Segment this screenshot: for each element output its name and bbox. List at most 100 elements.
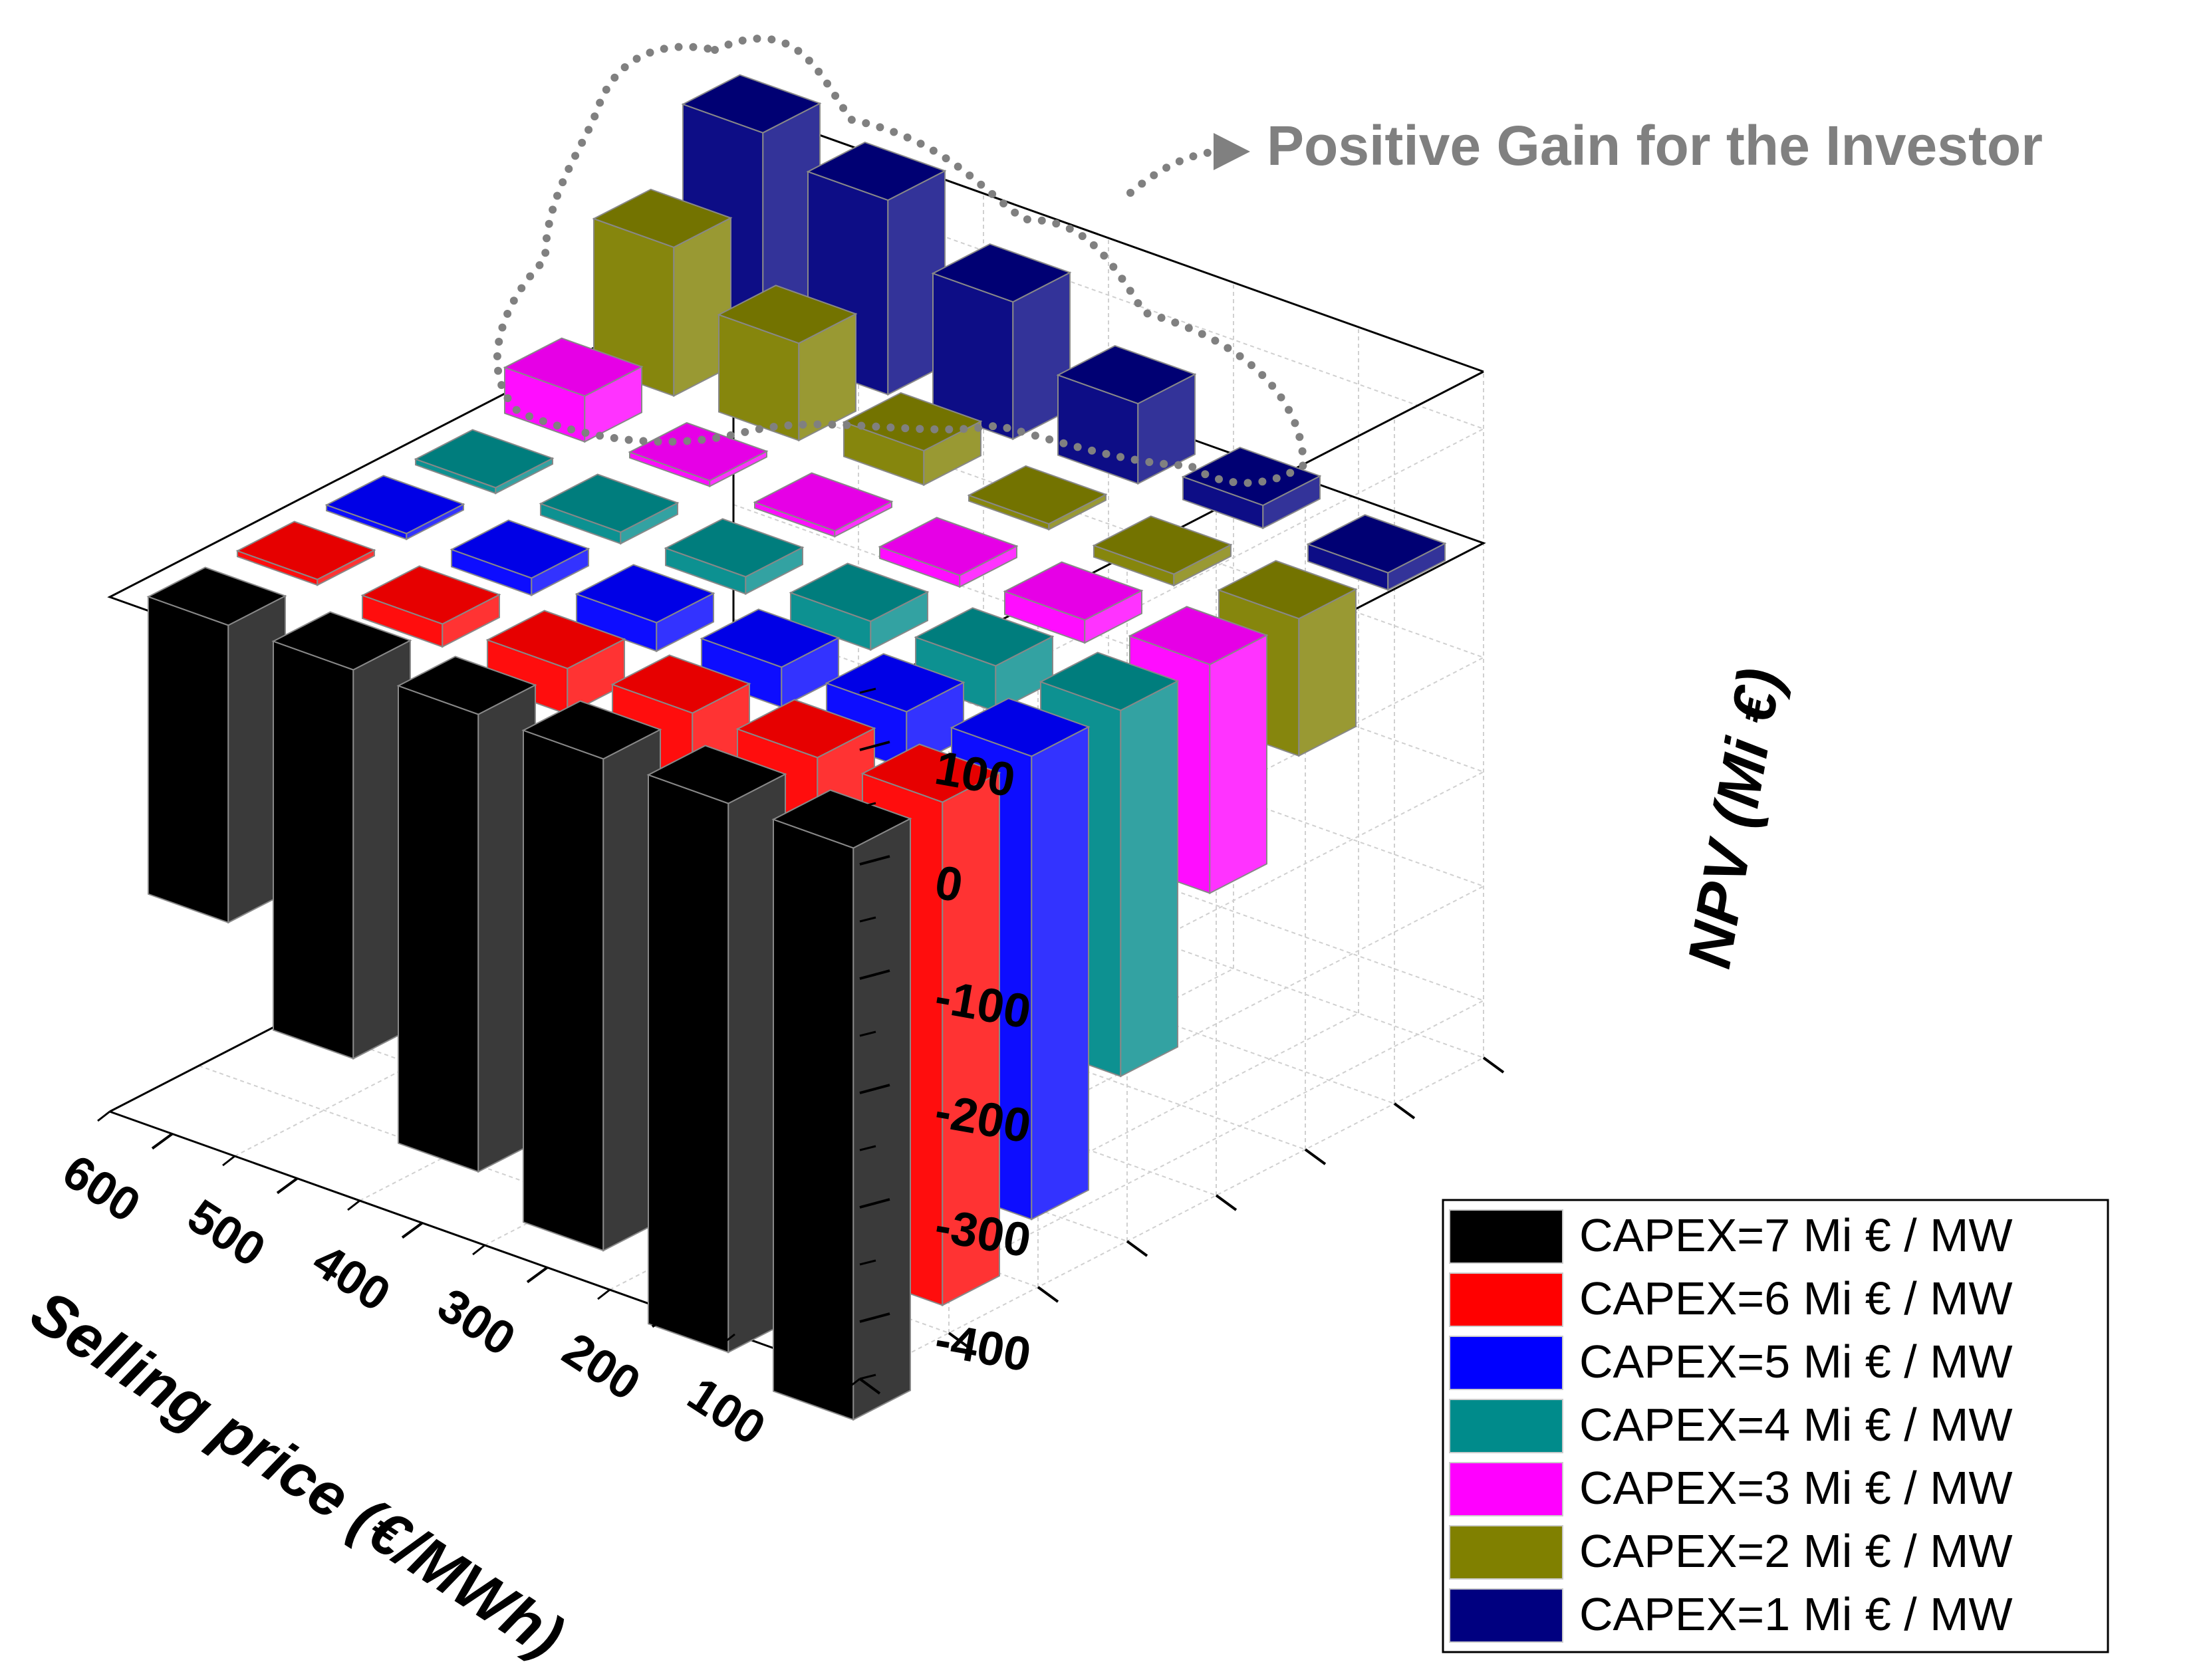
bar	[521, 700, 662, 1252]
price-tick-label: 100	[678, 1368, 774, 1456]
bar-top-face	[485, 610, 626, 669]
price-major-tick	[776, 1355, 799, 1373]
legend-entry-label: CAPEX=5 Mi € / MW	[1579, 1336, 2013, 1387]
legend-entry-label: CAPEX=1 Mi € / MW	[1579, 1588, 2013, 1640]
bar-front-face	[648, 774, 729, 1354]
price-major-tick	[651, 1310, 674, 1328]
bar	[450, 519, 590, 596]
bar-top-face	[503, 337, 644, 397]
bar	[878, 517, 1019, 588]
highlight-dotted-outline	[493, 35, 1308, 487]
legend-swatch	[1449, 1525, 1563, 1580]
bar-top-face	[735, 699, 876, 759]
npv-minor-tick	[859, 1316, 876, 1323]
npv-minor-tick	[859, 916, 876, 923]
bar-top-face	[717, 285, 858, 344]
bar-top-face	[842, 392, 983, 451]
bar-top-face	[789, 562, 930, 622]
callout-arrow-icon	[1214, 133, 1250, 170]
npv-tick-label: -400	[931, 1313, 1035, 1382]
bar-top-face	[521, 700, 662, 760]
bar-front-face	[273, 640, 354, 1060]
bar-front-face	[148, 596, 229, 924]
legend-swatch	[1449, 1399, 1563, 1453]
npv-minor-tick	[859, 687, 876, 694]
bar-top-face	[860, 743, 1001, 803]
bar-top-face	[914, 607, 1055, 667]
price-major-tick	[526, 1266, 549, 1284]
npv-minor-tick	[859, 859, 876, 866]
npv-minor-tick	[859, 1202, 876, 1209]
bar-top-face	[664, 518, 805, 578]
bar	[485, 610, 626, 715]
price-major-tick	[276, 1177, 299, 1195]
bar-top-face	[592, 188, 733, 248]
bar-top-face	[878, 517, 1019, 576]
capex-tick	[858, 1378, 881, 1395]
bar	[806, 142, 947, 396]
bar-side-face	[852, 817, 911, 1421]
npv-minor-tick	[859, 1374, 876, 1380]
bar-top-face	[681, 74, 822, 134]
capex-tick	[1304, 1148, 1327, 1165]
bar	[360, 565, 501, 648]
bar	[1181, 447, 1322, 530]
bar-top-face	[700, 608, 841, 668]
legend-swatch	[1449, 1209, 1563, 1264]
bar-top-face	[753, 472, 894, 532]
bar-top-face	[1092, 515, 1233, 575]
wall-grid-line	[733, 390, 1486, 979]
bar-top-face	[1217, 560, 1358, 620]
bar	[539, 473, 680, 545]
positive-gain-annotation: Positive Gain for the Investor	[1267, 114, 2043, 177]
legend-entry-label: CAPEX=6 Mi € / MW	[1579, 1272, 2013, 1324]
npv-minor-tick	[859, 802, 876, 808]
npv-minor-tick	[859, 1145, 876, 1151]
legend-swatch	[1449, 1272, 1563, 1327]
price-major-tick	[401, 1221, 424, 1239]
bar	[235, 521, 376, 586]
bar	[700, 608, 841, 709]
bar-side-face	[1209, 634, 1267, 895]
legend: CAPEX=7 Mi € / MW CAPEX=6 Mi € / MW CAPEX=…	[1442, 1199, 2109, 1653]
bar-top-face	[1039, 652, 1180, 711]
bars-layer	[146, 74, 1447, 1421]
bar-top-face	[1056, 345, 1197, 405]
price-minor-tick	[472, 1244, 485, 1256]
bar	[592, 188, 733, 398]
bar-top-face	[271, 611, 412, 671]
price-minor-tick	[847, 1378, 860, 1389]
bar-top-face	[325, 475, 465, 535]
bar-top-face	[539, 473, 680, 533]
bar-top-face	[414, 429, 555, 489]
bar	[646, 745, 787, 1354]
bar-front-face	[398, 685, 479, 1173]
bar	[1056, 345, 1197, 485]
bar-top-face	[396, 656, 537, 715]
legend-swatch	[1449, 1336, 1563, 1390]
bar	[789, 562, 930, 652]
bar	[931, 243, 1072, 441]
capex-tick	[1393, 1102, 1416, 1120]
bar-top-face	[931, 243, 1072, 303]
price-major-tick	[151, 1132, 174, 1150]
price-tick-label: 400	[303, 1234, 399, 1322]
npv-minor-tick	[859, 1259, 876, 1266]
legend-entry-label: CAPEX=2 Mi € / MW	[1579, 1525, 2013, 1577]
legend-swatch	[1449, 1462, 1563, 1516]
bar-top-face	[1003, 561, 1144, 621]
bar-top-face	[575, 564, 715, 624]
price-tick-label: 600	[53, 1145, 149, 1233]
bar-top-face	[967, 465, 1108, 525]
legend-entry-label: CAPEX=4 Mi € / MW	[1579, 1399, 2013, 1451]
bar-top-face	[628, 421, 769, 481]
npv-minor-tick	[859, 745, 876, 751]
bar	[1306, 514, 1447, 591]
bar-top-face	[1181, 447, 1322, 507]
bar	[1092, 515, 1233, 587]
bar-top-face	[1128, 606, 1269, 665]
positive-gain-highlight	[493, 35, 1308, 487]
bar	[146, 566, 287, 924]
bar	[967, 465, 1108, 531]
